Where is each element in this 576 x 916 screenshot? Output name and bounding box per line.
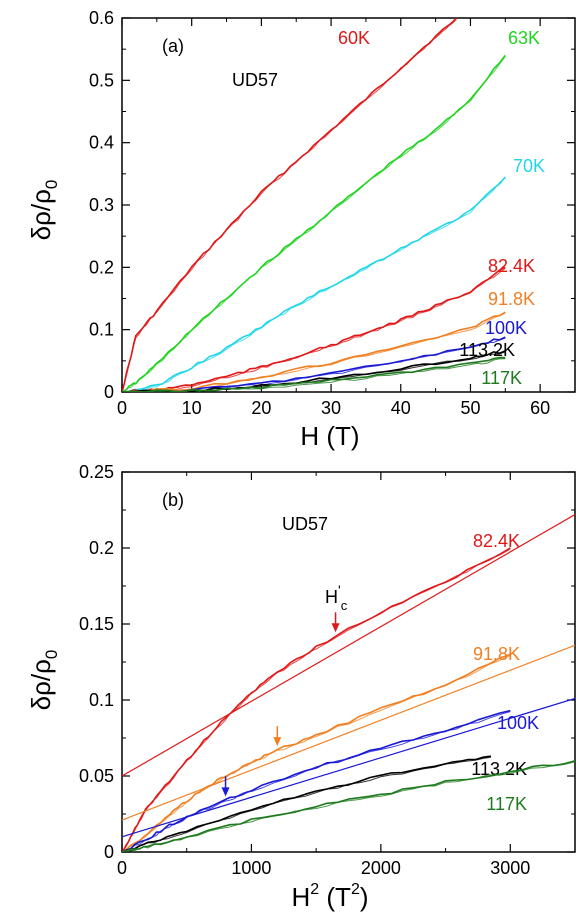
series-line-63K — [122, 54, 506, 392]
series-line-sweep-91.8K — [134, 312, 506, 392]
series-label-63K: 63K — [508, 28, 540, 48]
series-label-91.8K: 91.8K — [473, 644, 520, 664]
series-label-91.8K: 91.8K — [488, 289, 535, 309]
series-line-82.4K — [122, 547, 511, 852]
y-tick-label: 0.05 — [79, 766, 114, 786]
x-tick-label: 60 — [530, 398, 550, 418]
series-line-117K — [122, 356, 506, 392]
series-label-82.4K: 82.4K — [488, 256, 535, 276]
x-tick-label: 0 — [117, 858, 127, 878]
series-label-117K: 117K — [486, 794, 527, 814]
sample-annotation-a: UD57 — [232, 70, 278, 90]
y-tick-label: 0.1 — [89, 320, 114, 340]
series-line-sweep-70K — [128, 177, 506, 392]
series-label-113.2K: 113.2K — [459, 340, 515, 360]
series-label-70K: 70K — [513, 156, 545, 176]
y-tick-label: 0.4 — [89, 133, 114, 153]
series-line-sweep-113.2K — [126, 756, 491, 852]
y-tick-label: 0 — [104, 382, 114, 402]
panel-b: δρ/ρ0 H2 (T2) H'c 0 1000 2000 3000 0 0.05 0.1 0… — [26, 462, 576, 912]
y-axis-label-b: δρ/ρ0 — [26, 650, 61, 711]
y-tick-label: 0.2 — [89, 257, 114, 277]
series-line-sweep-63K — [122, 56, 506, 392]
series-line-sweep-82.4K — [140, 267, 506, 392]
hc-label: H'c — [325, 582, 348, 613]
series-label-100K: 100K — [497, 713, 539, 733]
x-tick-label: 10 — [182, 398, 202, 418]
y-tick-label: 0.25 — [79, 462, 114, 482]
series-label-100K: 100K — [485, 318, 527, 338]
x-tick-label: 0 — [117, 398, 127, 418]
series-line-113.2K — [122, 755, 492, 852]
x-axis-label-a: H (T) — [300, 421, 359, 451]
series-line-60K — [122, 18, 458, 392]
series-line-sweep-91.8K — [122, 654, 511, 852]
series-label-82.4K: 82.4K — [473, 531, 520, 551]
fit-line-82.4K — [122, 514, 575, 777]
series-line-sweep-117K — [126, 761, 575, 852]
series-line-100K — [122, 709, 511, 852]
y-tick-label: 0.15 — [79, 614, 114, 634]
series-label-117K: 117K — [481, 368, 522, 388]
x-axis-label-units-sup-b: 2 — [351, 881, 360, 898]
panel-label-a: (a) — [162, 36, 184, 56]
y-axis-label-sub-b: 0 — [42, 650, 61, 659]
series-line-sweep-100K — [122, 711, 511, 852]
series-line-117K — [122, 760, 575, 852]
x-tick-label: 2000 — [361, 858, 401, 878]
series-line-82.4K — [122, 266, 506, 392]
hc-sub: c — [341, 598, 348, 613]
y-tick-label: 0.1 — [89, 690, 114, 710]
hc-arrowhead-82.4K — [331, 623, 340, 633]
x-axis-label-units-close-b: ) — [360, 882, 369, 912]
series-label-60K: 60K — [338, 28, 370, 48]
x-tick-label: 3000 — [490, 858, 530, 878]
x-tick-label: 20 — [251, 398, 271, 418]
hc-arrowhead-91.8K — [273, 737, 282, 747]
hc-arrowhead-100K — [221, 787, 230, 797]
series-label-113.2K: 113.2K — [471, 759, 527, 779]
y-tick-label: 0.5 — [89, 70, 114, 90]
y-tick-label: 0.6 — [89, 8, 114, 28]
series-line-sweep-117K — [128, 358, 506, 392]
fit-line-91.8K — [122, 644, 575, 821]
fit-line-100K — [122, 697, 575, 838]
sample-annotation-b: UD57 — [282, 514, 328, 534]
y-axis-label-sub-a: 0 — [42, 180, 61, 189]
hc-prime: ' — [338, 582, 341, 598]
series-line-70K — [122, 176, 506, 392]
x-axis-label-units-b: (T — [319, 882, 351, 912]
x-axis-label-sup-b: 2 — [310, 881, 319, 898]
x-tick-label: 50 — [460, 398, 480, 418]
y-tick-label: 0.3 — [89, 195, 114, 215]
panel-a: δρ/ρ0 H (T) 0 10 20 30 40 50 60 0 0.1 0.2 0.3 0.4 0.… — [26, 8, 576, 451]
x-tick-label: 30 — [321, 398, 341, 418]
x-tick-label: 1000 — [231, 858, 271, 878]
series-line-sweep-60K — [122, 18, 457, 392]
y-axis-label-a: δρ/ρ0 — [26, 180, 61, 241]
x-axis-label-b: H2 (T2) — [291, 881, 368, 912]
x-tick-label: 40 — [391, 398, 411, 418]
y-tick-label: 0 — [104, 842, 114, 862]
y-tick-label: 0.2 — [89, 538, 114, 558]
panel-label-b: (b) — [162, 490, 184, 510]
